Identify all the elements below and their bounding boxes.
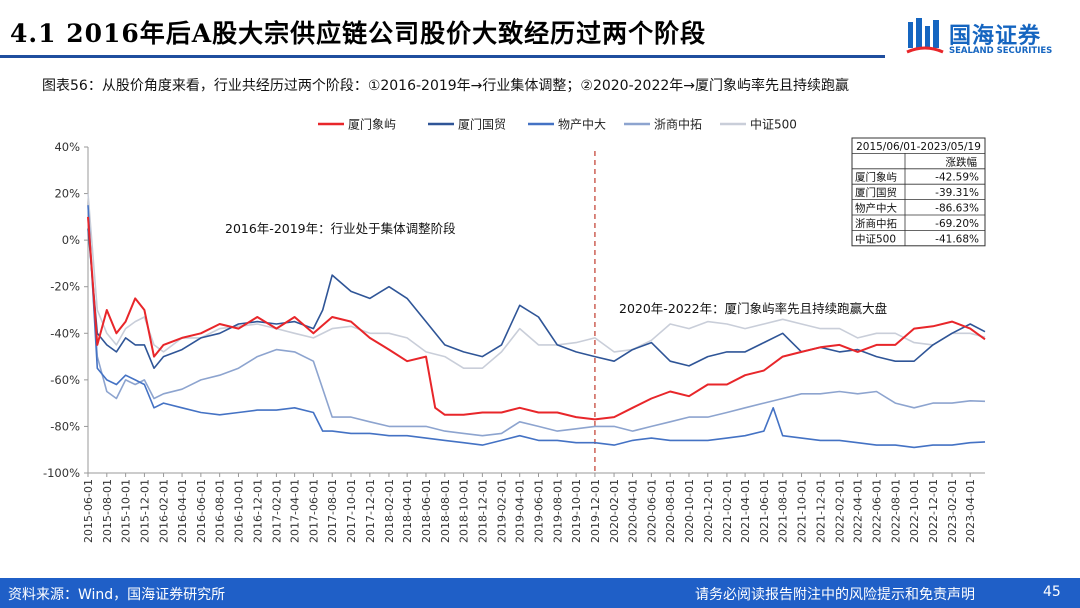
x-tick-label: 2017-02-01 <box>270 479 283 543</box>
x-tick-label: 2022-06-01 <box>870 479 883 543</box>
returns-table-period: 2015/06/01-2023/05/19 <box>856 141 981 153</box>
footer-bar: 资料来源：Wind，国海证券研究所 请务必阅读报告附注中的风险提示和免责声明 4… <box>0 578 1080 608</box>
x-tick-label: 2020-06-01 <box>645 479 658 543</box>
annotation-phase-2: 2020年-2022年：厦门象屿率先且持续跑赢大盘 <box>619 301 887 316</box>
x-tick-label: 2021-08-01 <box>777 479 790 543</box>
x-tick-label: 2018-06-01 <box>420 479 433 543</box>
logo-text-en: SEALAND SECURITIES <box>949 46 1053 56</box>
returns-table-value: -39.31% <box>935 187 979 199</box>
stock-performance-line-chart: 40% 20% 0% -20% -40% -60% -80% -100%2015-06-01 2… <box>43 117 986 543</box>
x-tick-label: 2016-08-01 <box>214 479 227 543</box>
figure-caption: 图表56：从股价角度来看，行业共经历过两个阶段：①2016-2019年→行业集体… <box>42 78 849 94</box>
x-tick-label: 2017-04-01 <box>289 479 302 543</box>
x-tick-label: 2015-12-01 <box>138 479 151 543</box>
sealand-logo: 国海证券 SEALAND SECURITIES <box>905 16 1065 60</box>
x-tick-label: 2019-02-01 <box>496 479 509 543</box>
returns-table-value: -41.68% <box>935 233 979 245</box>
x-tick-label: 2018-08-01 <box>439 479 452 543</box>
returns-table-name: 厦门象屿 <box>855 171 897 184</box>
sealand-logo-mark-icon <box>906 18 944 54</box>
returns-table-frame <box>851 137 986 247</box>
x-tick-label: 2022-12-01 <box>927 479 940 543</box>
x-tick-label: 2021-12-01 <box>814 479 827 543</box>
annotation-phase-1: 2016年-2019年：行业处于集体调整阶段 <box>225 221 456 236</box>
legend-label: 物产中大 <box>558 117 606 132</box>
legend-label: 浙商中拓 <box>654 117 702 132</box>
x-tick-label: 2018-12-01 <box>476 479 489 543</box>
x-tick-label: 2022-08-01 <box>889 479 902 543</box>
x-tick-label: 2018-04-01 <box>401 479 414 543</box>
x-tick-label: 2016-06-01 <box>195 479 208 543</box>
page-number: 45 <box>1043 584 1061 600</box>
title-bar: 4.1 2016年后A股大宗供应链公司股价大致经历过两个阶段 国海证券 SEAL… <box>0 0 1080 62</box>
returns-table-name: 物产中大 <box>855 202 897 215</box>
x-tick-label: 2015-06-01 <box>82 479 95 543</box>
x-tick-label: 2015-08-01 <box>101 479 114 543</box>
series-line-2 <box>87 228 986 369</box>
logo-text-cn: 国海证券 <box>949 24 1042 49</box>
y-tick-label: -60% <box>50 373 80 387</box>
x-tick-label: 2021-04-01 <box>739 479 752 543</box>
x-tick-label: 2022-04-01 <box>852 479 865 543</box>
x-tick-label: 2017-08-01 <box>326 479 339 543</box>
x-tick-label: 2018-02-01 <box>383 479 396 543</box>
returns-table-name: 中证500 <box>855 232 896 245</box>
y-tick-label: 0% <box>62 233 80 247</box>
returns-table-value: -42.59% <box>935 172 979 184</box>
returns-table-name: 厦门国贸 <box>855 186 897 199</box>
x-tick-label: 2023-04-01 <box>964 479 977 543</box>
returns-table-name: 浙商中拓 <box>855 217 897 230</box>
y-tick-label: -40% <box>50 326 80 340</box>
series-line-1 <box>87 216 986 421</box>
footer-disclaimer: 请务必阅读报告附注中的风险提示和免责声明 <box>695 587 975 603</box>
series-line-5 <box>87 193 986 369</box>
x-tick-label: 2017-12-01 <box>364 479 377 543</box>
x-tick-label: 2016-10-01 <box>232 479 245 543</box>
x-tick-label: 2018-10-01 <box>458 479 471 543</box>
x-tick-label: 2019-04-01 <box>514 479 527 543</box>
title-rule <box>0 55 885 58</box>
x-tick-label: 2021-10-01 <box>796 479 809 543</box>
chart-area: 40% 20% 0% -20% -40% -60% -80% -100% 2015-06-01 2… <box>0 100 1080 570</box>
legend-label: 厦门国贸 <box>458 117 506 132</box>
legend-label: 中证500 <box>750 117 797 132</box>
page-title: 4.1 2016年后A股大宗供应链公司股价大致经历过两个阶段 <box>10 19 707 48</box>
x-tick-label: 2020-04-01 <box>627 479 640 543</box>
x-tick-label: 2020-12-01 <box>702 479 715 543</box>
x-tick-label: 2020-10-01 <box>683 479 696 543</box>
x-tick-label: 2016-02-01 <box>158 479 171 543</box>
y-tick-label: 40% <box>54 140 80 154</box>
y-tick-label: -100% <box>43 466 80 480</box>
returns-table-header: 涨跌幅 <box>946 155 978 168</box>
x-tick-label: 2016-04-01 <box>176 479 189 543</box>
x-tick-label: 2019-12-01 <box>589 479 602 543</box>
y-tick-label: 20% <box>54 187 80 201</box>
x-tick-label: 2019-08-01 <box>551 479 564 543</box>
x-tick-label: 2023-02-01 <box>946 479 959 543</box>
series-line-4 <box>87 216 986 437</box>
returns-table-value: -86.63% <box>935 203 979 215</box>
y-tick-label: -20% <box>50 280 80 294</box>
y-tick-label: -80% <box>50 419 80 433</box>
x-tick-label: 2015-10-01 <box>120 479 133 543</box>
legend-label: 厦门象屿 <box>348 117 396 132</box>
returns-table-value: -69.20% <box>935 218 979 230</box>
x-tick-label: 2021-02-01 <box>721 479 734 543</box>
x-tick-label: 2020-08-01 <box>664 479 677 543</box>
x-tick-label: 2021-06-01 <box>758 479 771 543</box>
x-tick-label: 2016-12-01 <box>251 479 264 543</box>
x-tick-label: 2017-10-01 <box>345 479 358 543</box>
x-tick-label: 2020-02-01 <box>608 479 621 543</box>
x-tick-label: 2022-10-01 <box>908 479 921 543</box>
x-tick-label: 2022-02-01 <box>833 479 846 543</box>
series-line-3 <box>87 205 986 449</box>
x-tick-label: 2019-10-01 <box>570 479 583 543</box>
x-tick-label: 2017-06-01 <box>307 479 320 543</box>
x-tick-label: 2019-06-01 <box>533 479 546 543</box>
footer-source: 资料来源：Wind，国海证券研究所 <box>8 587 226 603</box>
